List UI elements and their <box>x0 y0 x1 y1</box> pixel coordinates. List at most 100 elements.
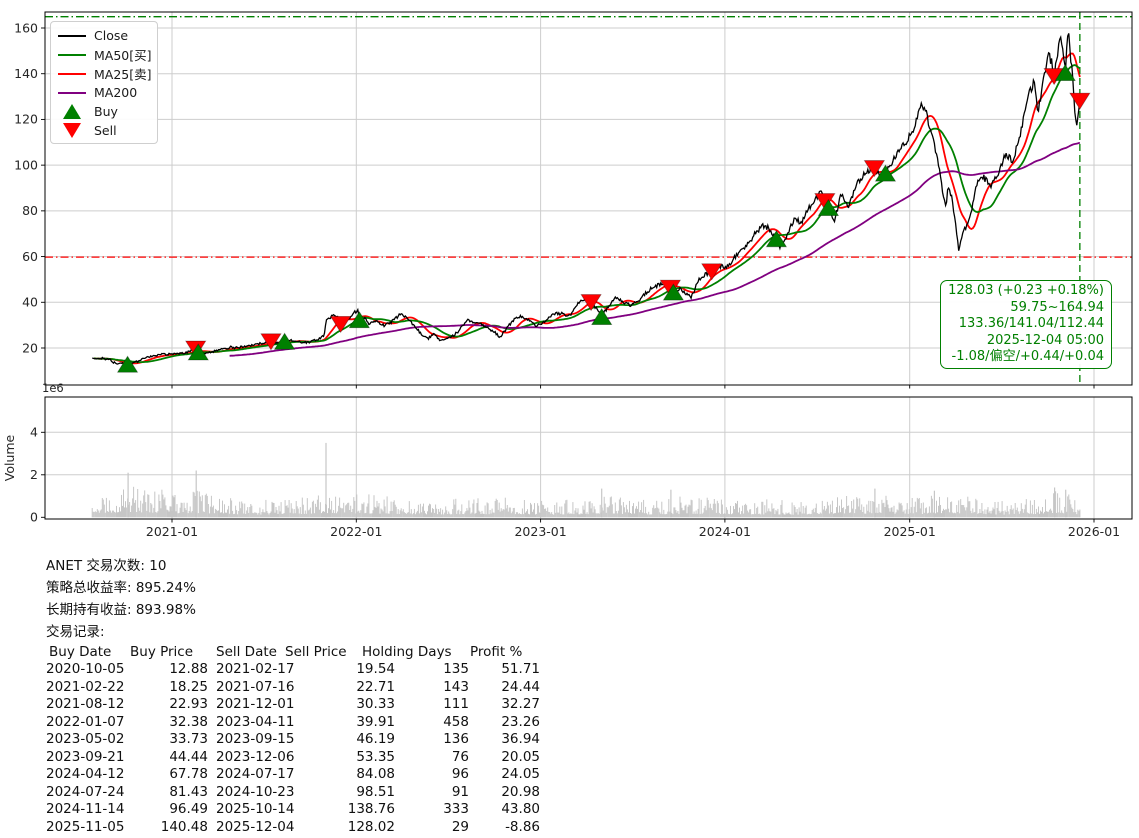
annotation-range-line: 59.75~164.94 <box>1010 299 1104 315</box>
volume-bar <box>336 513 338 518</box>
volume-bar <box>749 509 751 518</box>
volume-bar <box>901 505 903 518</box>
volume-bar <box>314 503 316 518</box>
trade-cell: 98.51 <box>356 783 395 800</box>
volume-bar <box>151 504 153 518</box>
volume-bar <box>661 501 663 518</box>
volume-bar <box>772 508 774 518</box>
volume-bar <box>747 510 749 518</box>
volume-bar <box>1011 509 1013 518</box>
volume-bar <box>595 513 597 518</box>
volume-bar <box>332 512 334 518</box>
volume-bar <box>504 497 506 518</box>
trade-cell: 32.27 <box>501 696 540 713</box>
volume-bar <box>844 513 846 518</box>
volume-bar <box>716 500 718 518</box>
volume-bar <box>740 514 741 518</box>
volume-bar <box>725 507 727 518</box>
volume-bar <box>1045 499 1046 518</box>
volume-bar <box>202 511 204 518</box>
volume-bar <box>687 506 689 518</box>
volume-bar <box>692 513 694 518</box>
buy-triangle-icon <box>57 104 87 119</box>
volume-bar <box>277 513 279 518</box>
volume-bar <box>910 507 912 518</box>
volume-bar <box>469 507 471 518</box>
volume-bar <box>300 514 302 518</box>
volume-bar <box>529 514 530 518</box>
volume-bar <box>711 510 713 518</box>
volume-bar <box>1067 496 1069 518</box>
volume-bar <box>138 507 140 518</box>
volume-bar <box>782 512 784 518</box>
volume-bar <box>974 512 976 518</box>
volume-bar <box>278 505 280 518</box>
volume-bar <box>99 510 101 518</box>
volume-bar <box>163 499 165 518</box>
volume-bar <box>447 514 449 518</box>
volume-bar <box>625 504 627 518</box>
volume-bar <box>192 491 194 518</box>
volume-bar <box>303 513 305 518</box>
volume-bar <box>354 500 356 518</box>
volume-bar <box>247 507 249 518</box>
volume-bar <box>557 512 559 518</box>
trade-row: 2021-08-12 22.93 2021-12-01 30.33 111 32.27 <box>46 696 540 714</box>
volume-bar <box>654 508 656 518</box>
volume-bar <box>1029 500 1031 518</box>
volume-bar <box>802 506 804 518</box>
volume-bar <box>626 509 628 518</box>
volume-bar <box>774 514 776 518</box>
volume-bar <box>639 512 641 518</box>
volume-bar <box>328 508 329 518</box>
trade-cell: 19.54 <box>356 661 395 678</box>
trade-cell: 2021-12-01 <box>216 696 295 713</box>
volume-bar <box>888 508 890 518</box>
volume-bar <box>1003 514 1005 518</box>
volume-bar <box>96 509 98 518</box>
volume-bar <box>521 508 523 518</box>
volume-bar <box>1046 511 1047 518</box>
volume-bar <box>453 499 455 518</box>
trade-cell: 67.78 <box>169 766 208 783</box>
volume-bar <box>773 508 775 518</box>
volume-bar <box>118 512 119 518</box>
volume-bar <box>196 490 198 518</box>
date-axis-label: 2026-01 <box>1068 524 1120 539</box>
volume-bar <box>785 512 787 518</box>
trade-cell: 29 <box>451 818 469 835</box>
volume-bar <box>421 506 423 518</box>
volume-bar <box>902 511 904 518</box>
volume-bar <box>983 513 985 518</box>
trade-cell: 2024-04-12 <box>46 766 125 783</box>
volume-bar <box>112 510 114 518</box>
volume-bar <box>178 512 180 518</box>
volume-bar <box>871 513 873 518</box>
volume-bar <box>768 508 770 518</box>
volume-bar <box>834 513 835 518</box>
volume-bar <box>324 511 325 518</box>
trade-cell: 44.44 <box>169 748 208 765</box>
volume-bar <box>121 494 122 518</box>
price-axis-label: 20 <box>22 340 38 355</box>
volume-bar <box>117 512 118 518</box>
volume-bar <box>459 514 461 518</box>
volume-bar <box>635 508 636 518</box>
volume-bar <box>368 494 370 518</box>
volume-bar <box>689 505 691 518</box>
trades-table-header: Buy Date Buy Price Sell Date Sell Price Hold… <box>46 644 540 662</box>
volume-bar <box>561 506 563 518</box>
sell-marker <box>329 315 352 334</box>
volume-bar <box>197 513 199 518</box>
volume-bar <box>792 514 794 518</box>
volume-bar <box>468 500 470 518</box>
volume-bar <box>293 509 295 518</box>
volume-axis-label: 4 <box>30 425 38 440</box>
volume-bar <box>665 514 667 518</box>
volume-bar <box>776 511 778 518</box>
summary-hold-return: 长期持有收益: 893.98% <box>46 601 196 618</box>
volume-bar <box>1015 510 1017 518</box>
volume-bar <box>741 511 743 518</box>
volume-bar <box>342 508 344 518</box>
volume-bar <box>142 503 144 518</box>
